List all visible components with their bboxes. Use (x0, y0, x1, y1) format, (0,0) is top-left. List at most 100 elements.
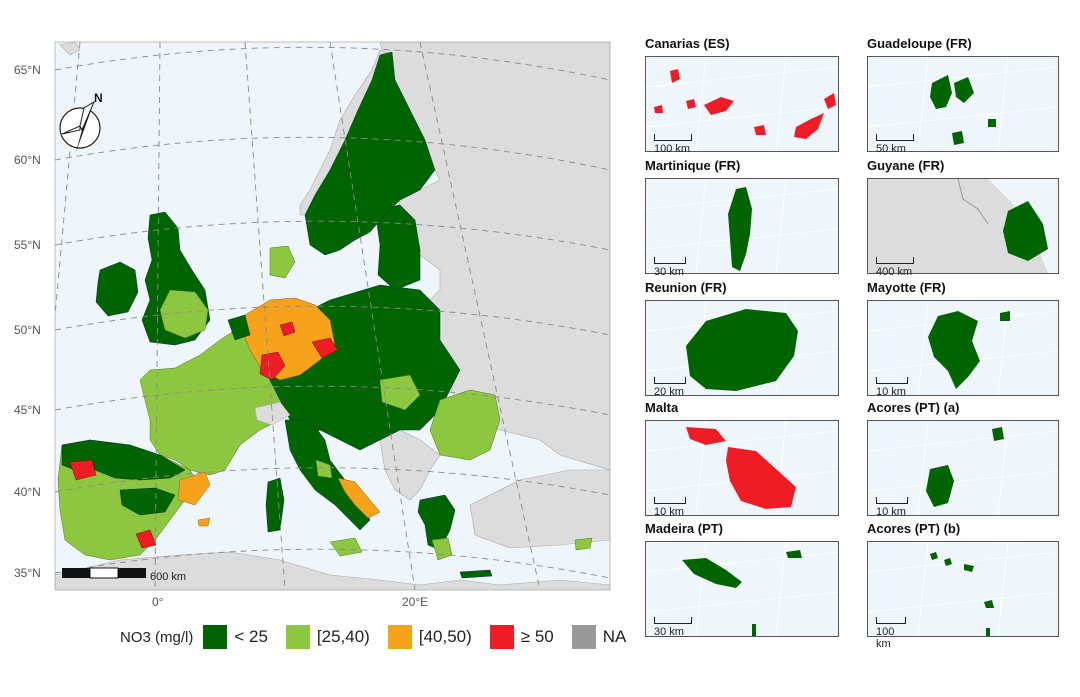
turkey-land (469, 469, 610, 549)
lat-label: 60°N (14, 153, 41, 167)
uk-light-green (159, 289, 209, 339)
inset-title: Canarias (ES) (645, 36, 730, 51)
inset-scale-label: 400 km (876, 266, 913, 278)
lat-label: 55°N (14, 238, 41, 252)
inset-scale-label: 30 km (654, 266, 684, 278)
inset-scale-label: 100 km (876, 626, 895, 650)
inset-scale-label: 10 km (876, 506, 906, 518)
spain-orange (177, 471, 211, 506)
legend-label: [40,50) (418, 627, 472, 646)
inset-scale-label: 10 km (654, 506, 684, 518)
italy-light (315, 459, 333, 479)
inset-scale: 10 km (654, 494, 686, 518)
sicily (329, 537, 363, 557)
inset-scale-label: 30 km (654, 626, 684, 638)
legend-swatch (571, 625, 596, 649)
north-africa-land (55, 551, 610, 590)
inset-frame (867, 420, 1059, 516)
inset-frame (645, 541, 839, 637)
legend-item: ≥ 50 (489, 625, 554, 649)
inset-scale: 100 km (876, 614, 906, 650)
iceland-land (59, 42, 81, 56)
latitude-labels: 65°N 60°N 55°N 50°N 45°N 40°N 35°N (14, 63, 41, 580)
north-arrow-icon: N (59, 91, 103, 152)
inset-title: Martinique (FR) (645, 158, 741, 173)
inset-frame (645, 300, 839, 396)
cyprus (574, 537, 593, 551)
germany-red-1 (259, 351, 286, 381)
inset-scale: 30 km (654, 254, 686, 278)
longitude-labels: 0° 20°E (152, 595, 428, 609)
legend-label: NA (602, 627, 627, 646)
scale-bar: 600 km (62, 567, 186, 583)
map-frame (54, 41, 611, 591)
legend-swatch (387, 625, 412, 649)
inset-title: Malta (645, 400, 679, 415)
legend-label: < 25 (234, 627, 268, 646)
germany-red-3 (279, 321, 296, 337)
crete (459, 569, 493, 579)
inset-title: Guyane (FR) (867, 158, 945, 173)
legend-title: NO3 (mg/l) (120, 628, 194, 646)
inset-scale: 30 km (654, 614, 692, 638)
inset-frame (867, 300, 1059, 396)
legend-item: NA (571, 625, 627, 649)
inset-scale: 20 km (654, 374, 686, 398)
europe-map: 65°N 60°N 55°N 50°N 45°N 40°N 35°N 0° 20… (14, 41, 611, 609)
inset-frame (645, 56, 839, 152)
balearic (197, 517, 211, 527)
legend-item: [40,50) (387, 625, 472, 649)
legend-item: [25,40) (285, 625, 370, 649)
inset-frame (645, 178, 839, 274)
ireland (95, 261, 139, 317)
inset-frame (867, 178, 1059, 274)
lat-label: 40°N (14, 485, 41, 499)
inset-scale-label: 10 km (876, 386, 906, 398)
lat-label: 65°N (14, 63, 41, 77)
inset-scale: 10 km (876, 494, 908, 518)
legend-swatch (203, 625, 228, 649)
lat-label: 35°N (14, 566, 41, 580)
legend-swatch (489, 625, 514, 649)
inset-scale-label: 100 km (654, 143, 691, 155)
legend-item: < 25 (203, 625, 268, 649)
inset-title: Acores (PT) (a) (867, 400, 960, 415)
italy-orange (337, 477, 381, 519)
inset-title: Mayotte (FR) (867, 280, 946, 295)
legend-label: ≥ 50 (520, 627, 554, 646)
inset-title: Madeira (PT) (645, 521, 724, 536)
spain-dark-green-mid (119, 487, 176, 516)
denmark (269, 245, 296, 279)
romania-light-green (429, 389, 501, 461)
legend-label: [25,40) (316, 627, 370, 646)
lon-label: 20°E (402, 595, 428, 609)
germany-red-2 (311, 337, 339, 359)
legend: NO3 (mg/l) < 25 [25,40) [40,50) ≥ 50 NA (120, 622, 644, 652)
inset-title: Acores (PT) (b) (867, 521, 961, 536)
inset-scale: 50 km (876, 131, 914, 155)
inset-title: Guadeloupe (FR) (867, 36, 972, 51)
inset-scale: 400 km (876, 254, 914, 278)
spain-red-2 (135, 529, 157, 549)
inset-frame (867, 56, 1059, 152)
scale-label: 600 km (150, 571, 186, 583)
lat-label: 50°N (14, 323, 41, 337)
balkans-nonEU-land (379, 429, 441, 501)
north-arrow-label: N (94, 91, 103, 105)
inset-scale: 10 km (876, 374, 908, 398)
lon-label: 0° (152, 595, 164, 609)
inset-scale: 100 km (654, 131, 692, 155)
legend-swatch (285, 625, 310, 649)
graticule (55, 42, 610, 590)
inset-title: Reunion (FR) (645, 280, 727, 295)
inset-scale-label: 50 km (876, 143, 906, 155)
hungary-light-green (379, 374, 421, 411)
scandinavia-dark-green (304, 51, 436, 256)
spain-red-1 (69, 459, 97, 481)
lat-label: 45°N (14, 403, 41, 417)
baltic-dark-green (374, 204, 421, 291)
inset-scale-label: 20 km (654, 386, 684, 398)
switzerland (254, 401, 291, 426)
belgium-dark (227, 314, 251, 341)
inset-frame (867, 541, 1059, 637)
